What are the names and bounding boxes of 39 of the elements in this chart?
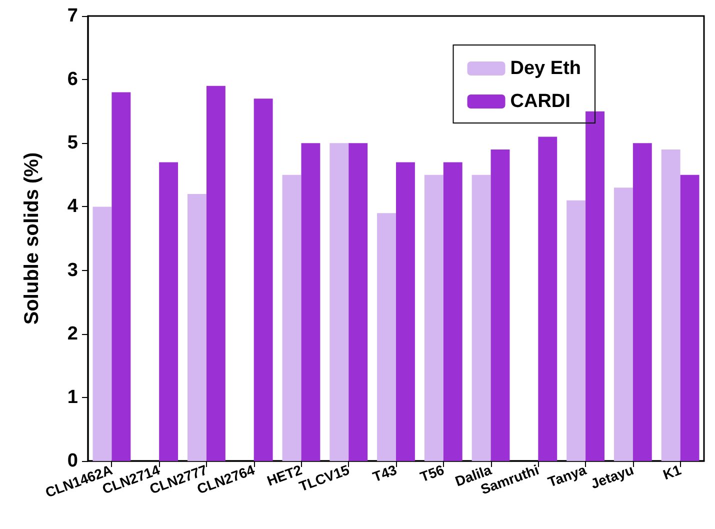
y-tick-label: 5	[67, 132, 78, 154]
bar	[188, 194, 206, 461]
bar	[159, 162, 178, 461]
bar	[377, 213, 396, 461]
bar	[490, 150, 510, 461]
bar	[661, 150, 680, 461]
bar	[254, 98, 273, 461]
bar	[443, 162, 462, 461]
x-tick-label: Jetayu	[588, 461, 636, 492]
y-axis-title: Soluble solids (%)	[21, 152, 43, 325]
bar	[396, 162, 415, 461]
bar	[424, 174, 444, 461]
x-tick-label: Tanya	[546, 461, 588, 490]
bar	[566, 200, 586, 461]
legend-label: Dey Eth	[510, 58, 582, 79]
bar	[301, 143, 320, 461]
bar	[632, 143, 652, 461]
y-tick-label: 2	[67, 323, 78, 344]
bar	[680, 174, 700, 461]
x-tick-label: K1	[660, 461, 684, 483]
y-tick-label: 1	[67, 386, 78, 408]
bar	[348, 143, 368, 461]
bar	[586, 111, 604, 461]
bar	[330, 143, 349, 461]
y-tick-label: 7	[67, 6, 78, 26]
bar	[206, 86, 226, 461]
y-tick-label: 4	[67, 196, 78, 218]
bar	[538, 136, 558, 461]
y-tick-label: 3	[67, 260, 78, 281]
bar	[282, 174, 302, 461]
x-tick-label: T56	[418, 461, 446, 485]
bar	[472, 174, 491, 461]
y-tick-label: 6	[67, 69, 78, 90]
bar	[112, 92, 131, 461]
x-tick-label: T43	[370, 461, 399, 485]
y-tick-label: 0	[67, 450, 78, 472]
bar	[614, 188, 633, 461]
legend-label: CARDI	[510, 91, 570, 112]
bar	[92, 206, 112, 461]
